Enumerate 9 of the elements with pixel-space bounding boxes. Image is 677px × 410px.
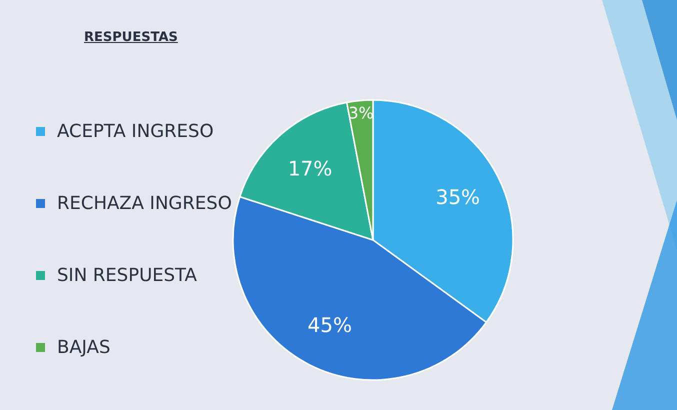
legend-label: SIN RESPUESTA bbox=[57, 264, 197, 286]
data-label: 35% bbox=[436, 184, 480, 209]
data-label: 45% bbox=[308, 312, 352, 337]
legend-label: RECHAZA INGRESO bbox=[57, 192, 232, 214]
chart-title: RESPUESTAS bbox=[84, 30, 178, 45]
data-label: 3% bbox=[348, 104, 374, 123]
legend-label: BAJAS bbox=[57, 336, 110, 358]
data-label: 17% bbox=[288, 156, 332, 181]
legend-label: ACEPTA INGRESO bbox=[57, 120, 214, 142]
